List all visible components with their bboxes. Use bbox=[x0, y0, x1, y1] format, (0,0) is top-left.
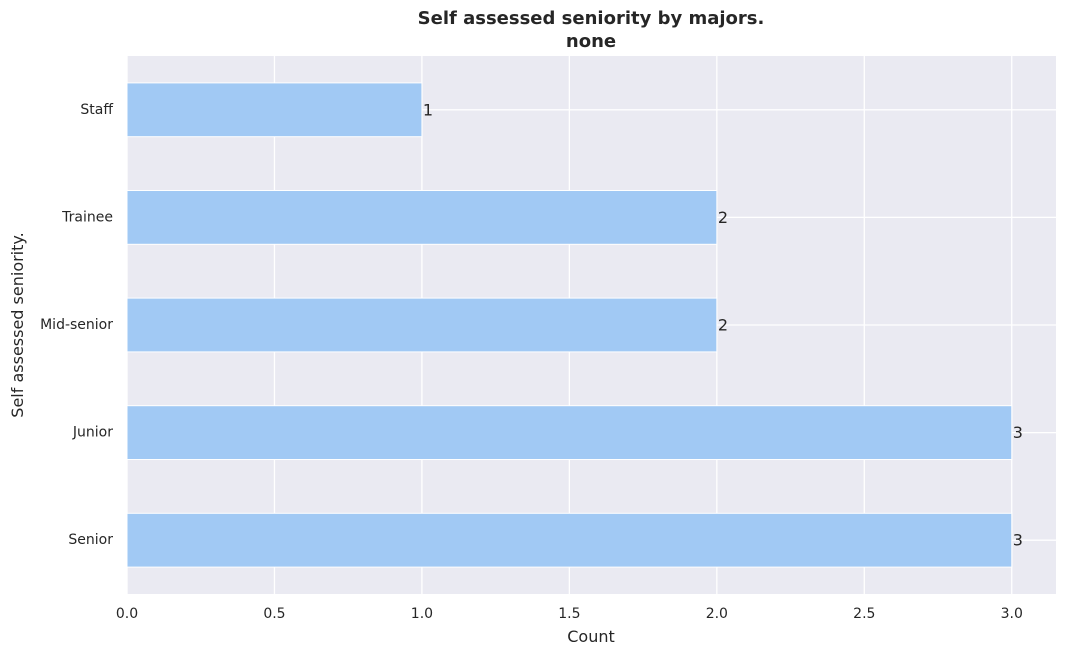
bar-value-labels: 1 2 2 3 3 bbox=[423, 100, 1023, 549]
y-tick-label: Trainee bbox=[61, 209, 113, 225]
y-axis-label: Self assessed seniority. bbox=[8, 232, 27, 417]
x-tick-label: 2.5 bbox=[853, 606, 875, 622]
y-tick-label: Mid-senior bbox=[40, 317, 113, 333]
bar-junior bbox=[126, 405, 1013, 461]
bar-mid-senior bbox=[126, 297, 718, 353]
y-tick-label: Staff bbox=[80, 102, 113, 118]
y-tick-labels: Staff Trainee Mid-senior Junior Senior bbox=[40, 102, 113, 548]
x-axis-label: Count bbox=[567, 627, 615, 646]
chart-subtitle: none bbox=[566, 31, 616, 52]
y-tick-label: Senior bbox=[68, 532, 113, 548]
x-tick-label: 1.5 bbox=[558, 606, 580, 622]
bar-value-label: 2 bbox=[718, 208, 728, 227]
x-tick-label: 1.0 bbox=[411, 606, 433, 622]
bar-value-label: 3 bbox=[1013, 423, 1023, 442]
x-tick-label: 0.0 bbox=[116, 606, 138, 622]
x-tick-label: 0.5 bbox=[263, 606, 285, 622]
x-tick-label: 2.0 bbox=[706, 606, 728, 622]
x-tick-labels: 0.0 0.5 1.0 1.5 2.0 2.5 3.0 bbox=[116, 606, 1023, 622]
bars bbox=[126, 82, 1013, 568]
chart-title: Self assessed seniority by majors. bbox=[418, 8, 765, 29]
bar-trainee bbox=[126, 190, 718, 245]
bar-value-label: 3 bbox=[1013, 531, 1023, 550]
bar-value-label: 1 bbox=[423, 100, 433, 119]
bar-staff bbox=[126, 82, 423, 138]
bar-value-label: 2 bbox=[718, 316, 728, 335]
bar-senior bbox=[126, 512, 1013, 568]
x-tick-label: 3.0 bbox=[1001, 606, 1023, 622]
y-tick-label: Junior bbox=[72, 425, 113, 441]
